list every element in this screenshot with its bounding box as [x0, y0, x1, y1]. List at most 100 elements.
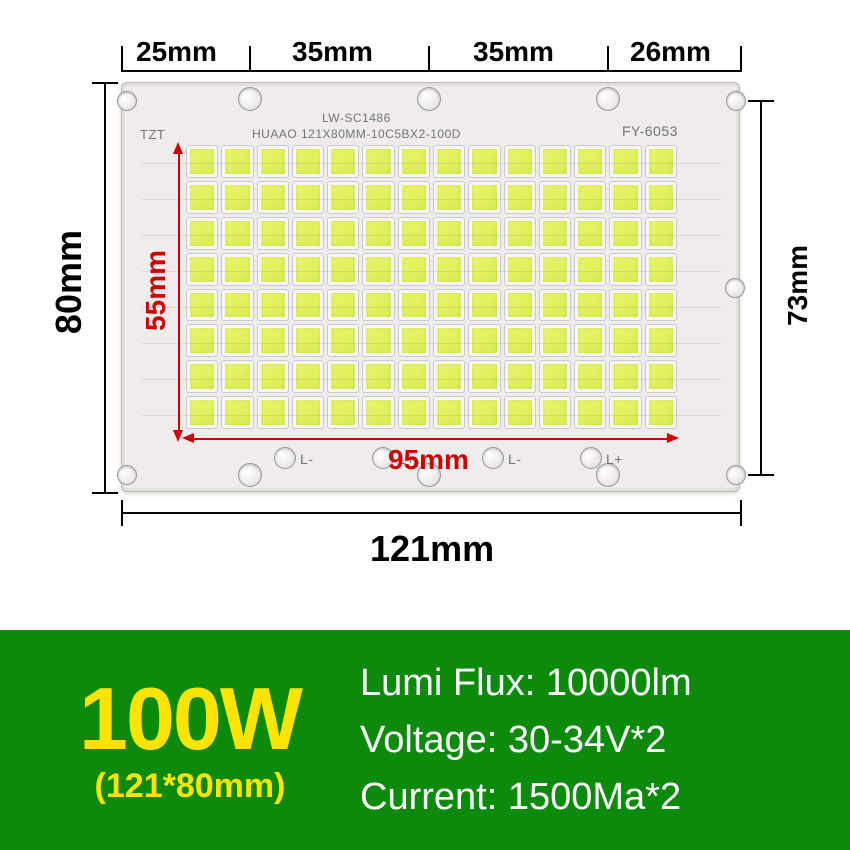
led-chip — [187, 397, 217, 428]
led-chip — [293, 182, 323, 213]
right-tick-top — [748, 100, 774, 102]
led-chip — [610, 397, 640, 428]
led-chip — [469, 218, 499, 249]
led-chip — [222, 254, 252, 285]
led-chip — [646, 254, 676, 285]
led-chip — [540, 290, 570, 321]
led-chip — [328, 254, 358, 285]
top-tick-1 — [249, 46, 251, 72]
led-chip — [328, 182, 358, 213]
inner-width-label: 95mm — [388, 444, 469, 476]
spec-left-block: 100W (121*80mm) — [30, 675, 350, 806]
led-chip — [505, 182, 535, 213]
led-chip — [222, 182, 252, 213]
left-dim-line — [104, 82, 106, 492]
top-dim-baseline — [121, 70, 740, 72]
spec-label: Voltage: — [360, 719, 497, 761]
led-chip — [293, 146, 323, 177]
right-height-label: 73mm — [782, 245, 814, 326]
led-chip — [575, 182, 605, 213]
bottom-dim-line — [121, 512, 740, 514]
led-chip — [187, 254, 217, 285]
led-chip — [469, 146, 499, 177]
inner-height-arrow — [178, 152, 180, 432]
terminal-hole — [274, 447, 296, 469]
pcb-trace — [142, 307, 721, 308]
led-chip — [610, 325, 640, 356]
silkscreen-lminus2: L- — [508, 451, 521, 467]
spec-label: Current: — [360, 776, 497, 818]
led-chip — [222, 397, 252, 428]
led-chip — [258, 325, 288, 356]
led-chip — [646, 361, 676, 392]
led-chip — [434, 361, 464, 392]
led-chip — [222, 146, 252, 177]
led-chip — [610, 182, 640, 213]
led-chip — [646, 325, 676, 356]
led-chip — [399, 361, 429, 392]
silkscreen-lplus2: L+ — [606, 451, 623, 467]
top-seg-3: 26mm — [630, 36, 711, 68]
led-chip — [363, 254, 393, 285]
led-chip — [328, 218, 358, 249]
left-tick-top — [92, 82, 118, 84]
led-chip — [540, 146, 570, 177]
led-chip — [222, 361, 252, 392]
led-chip — [399, 325, 429, 356]
led-chip — [540, 361, 570, 392]
led-chip — [222, 218, 252, 249]
spec-value: 10000lm — [546, 662, 692, 704]
led-chip — [363, 325, 393, 356]
led-chip — [575, 290, 605, 321]
led-grid — [187, 146, 676, 428]
led-chip — [575, 325, 605, 356]
led-chip — [575, 361, 605, 392]
diagram-area: 25mm 35mm 35mm 26mm 80mm 73mm 121mm — [0, 0, 850, 620]
led-chip — [540, 325, 570, 356]
led-chip — [363, 182, 393, 213]
led-chip — [363, 290, 393, 321]
led-chip — [646, 397, 676, 428]
led-chip — [540, 254, 570, 285]
arrow-head-icon — [182, 433, 194, 443]
led-chip — [293, 361, 323, 392]
led-chip — [469, 290, 499, 321]
led-chip — [293, 290, 323, 321]
inner-height-label: 55mm — [140, 250, 172, 331]
silkscreen-fy: FY-6053 — [622, 123, 678, 139]
mount-hole — [726, 91, 746, 111]
mount-hole — [238, 87, 262, 111]
led-chip — [540, 397, 570, 428]
led-chip — [646, 218, 676, 249]
led-chip — [399, 254, 429, 285]
led-chip — [610, 361, 640, 392]
led-chip — [434, 182, 464, 213]
led-chip — [187, 182, 217, 213]
led-chip — [187, 290, 217, 321]
silkscreen-lwsc: LW-SC1486 — [322, 111, 391, 125]
led-chip — [399, 397, 429, 428]
bottom-tick-r — [740, 500, 742, 526]
led-chip — [469, 361, 499, 392]
pcb-trace — [142, 235, 721, 236]
led-chip — [399, 182, 429, 213]
led-chip — [258, 254, 288, 285]
led-chip — [610, 254, 640, 285]
led-chip — [505, 361, 535, 392]
pcb-trace — [142, 415, 721, 416]
led-chip — [399, 146, 429, 177]
led-chip — [328, 146, 358, 177]
left-tick-bot — [92, 492, 118, 494]
led-chip — [540, 218, 570, 249]
led-chip — [328, 397, 358, 428]
arrow-head-icon — [173, 430, 183, 442]
led-chip — [363, 397, 393, 428]
led-chip — [505, 254, 535, 285]
top-tick-4 — [740, 46, 742, 72]
led-chip — [187, 146, 217, 177]
left-height-label: 80mm — [48, 230, 90, 334]
led-chip — [222, 325, 252, 356]
led-chip — [363, 361, 393, 392]
spec-value: 1500Ma*2 — [508, 776, 681, 818]
led-chip — [469, 397, 499, 428]
